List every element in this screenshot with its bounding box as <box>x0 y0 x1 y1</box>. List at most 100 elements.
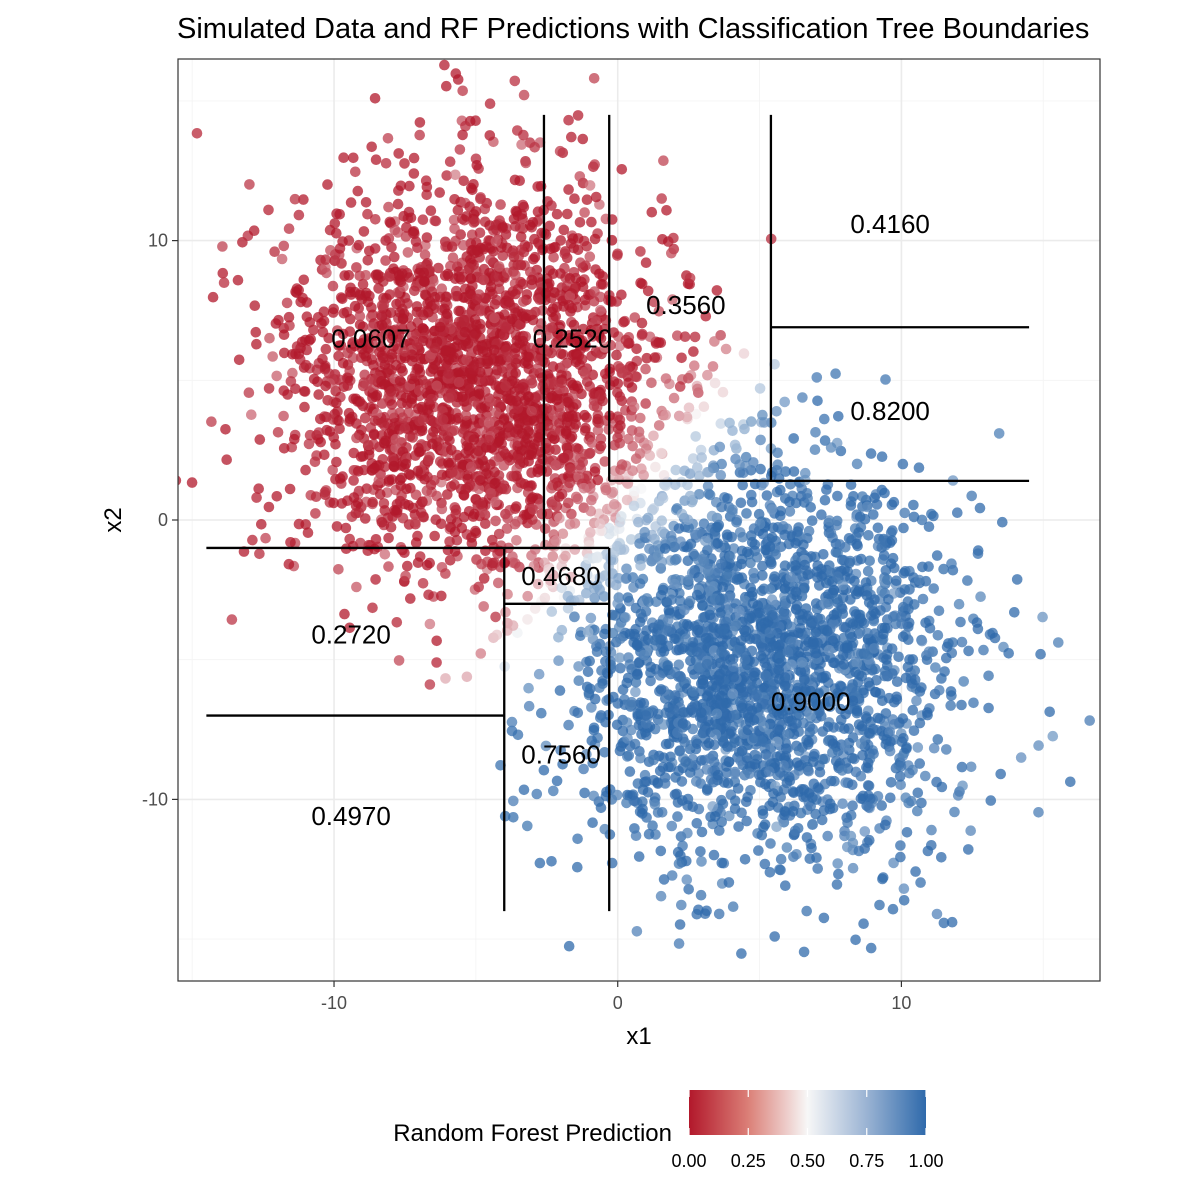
data-point <box>445 521 457 533</box>
data-point <box>926 824 937 836</box>
data-point <box>687 453 699 464</box>
data-point <box>915 877 926 888</box>
data-point <box>669 633 680 645</box>
data-point <box>812 782 824 793</box>
data-point <box>682 514 694 526</box>
data-point <box>708 462 719 474</box>
data-point <box>285 537 296 548</box>
data-point <box>695 889 707 901</box>
data-point <box>684 490 696 502</box>
data-point <box>707 801 718 812</box>
data-point <box>923 561 934 572</box>
data-point <box>589 466 601 478</box>
data-point <box>380 158 392 169</box>
data-point <box>621 677 633 689</box>
data-point <box>690 408 702 420</box>
data-point <box>672 811 683 822</box>
data-point <box>418 511 429 522</box>
data-point <box>545 322 557 334</box>
data-point <box>430 215 442 227</box>
data-point <box>764 584 776 595</box>
data-point <box>766 594 778 605</box>
data-point <box>684 767 696 778</box>
data-point <box>299 401 310 413</box>
data-point <box>313 389 325 400</box>
data-point <box>874 899 885 911</box>
data-point <box>424 618 436 630</box>
data-point <box>936 781 948 793</box>
data-point <box>775 505 786 517</box>
data-point <box>737 531 748 543</box>
data-point <box>400 570 411 582</box>
data-point <box>369 415 381 427</box>
data-point <box>359 412 371 424</box>
data-point <box>534 857 546 869</box>
data-point <box>513 454 524 465</box>
data-point <box>297 292 308 304</box>
data-point <box>736 807 747 819</box>
data-point <box>585 527 596 538</box>
data-point <box>460 483 472 495</box>
data-point <box>653 306 665 317</box>
data-point <box>833 411 844 422</box>
data-point <box>723 756 735 768</box>
data-point <box>922 845 934 857</box>
data-point <box>682 555 694 567</box>
data-point <box>323 332 335 344</box>
data-point <box>608 691 619 703</box>
data-point <box>674 919 686 930</box>
data-point <box>736 682 747 694</box>
data-point <box>956 636 968 648</box>
data-point <box>574 334 586 346</box>
data-point <box>891 575 902 586</box>
data-point <box>392 198 404 210</box>
data-point <box>662 660 674 671</box>
data-point <box>446 426 458 437</box>
data-point <box>871 675 882 686</box>
data-point <box>810 671 821 683</box>
data-point <box>366 141 378 153</box>
data-point <box>354 319 366 331</box>
data-point <box>853 845 865 857</box>
data-point <box>704 489 716 501</box>
data-point <box>577 133 589 145</box>
data-point <box>419 249 431 261</box>
data-point <box>764 766 775 777</box>
data-point <box>965 761 977 773</box>
data-point <box>701 764 713 775</box>
data-point <box>629 795 640 807</box>
data-point <box>938 563 949 575</box>
data-point <box>389 224 401 236</box>
data-point <box>509 174 521 186</box>
data-point <box>450 285 462 297</box>
data-point <box>556 624 568 636</box>
data-point <box>523 351 535 363</box>
data-point <box>600 368 611 380</box>
data-point <box>586 437 598 449</box>
data-point <box>453 376 465 388</box>
data-point <box>693 768 704 779</box>
data-point <box>645 667 656 678</box>
data-point <box>658 719 669 730</box>
data-point <box>512 729 524 741</box>
data-point <box>384 216 396 228</box>
data-point <box>799 674 810 686</box>
data-point <box>383 532 394 544</box>
data-point <box>658 874 670 885</box>
data-point <box>385 307 397 319</box>
data-point <box>648 430 659 442</box>
data-point <box>612 387 623 398</box>
data-point <box>354 396 365 407</box>
data-point <box>249 300 261 312</box>
data-point <box>926 508 937 520</box>
data-point <box>674 595 686 606</box>
data-point <box>562 590 574 602</box>
data-point <box>272 427 284 438</box>
data-point <box>368 463 380 474</box>
data-point <box>847 779 858 791</box>
data-point <box>655 845 667 857</box>
data-point <box>881 654 892 665</box>
data-point <box>838 659 850 670</box>
data-point <box>657 234 668 245</box>
data-point <box>1003 648 1014 659</box>
